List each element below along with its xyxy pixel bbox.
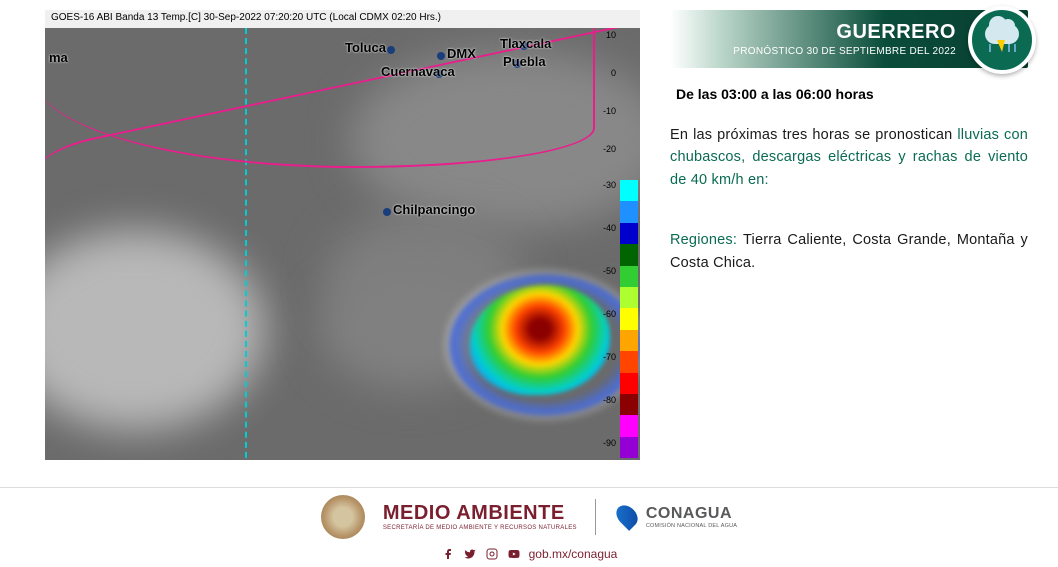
twitter-icon[interactable]: [463, 547, 477, 561]
city-label: Cuernavaca: [381, 64, 455, 79]
social-url[interactable]: gob.mx/conagua: [529, 547, 618, 561]
ma-title: MEDIO AMBIENTE: [383, 502, 577, 525]
city-label: Tlaxcala: [500, 36, 551, 51]
city-dot: [383, 208, 391, 216]
ma-subtitle: SECRETARÍA DE MEDIO AMBIENTE Y RECURSOS …: [383, 525, 577, 531]
city-label: Puebla: [503, 54, 546, 69]
colorbar-tick: -50: [603, 266, 616, 276]
colorbar-segment: [620, 415, 638, 436]
colorbar-segment: [620, 308, 638, 329]
city-label-edge: ma: [49, 50, 68, 65]
colorbar-segment: [620, 437, 638, 458]
facebook-icon[interactable]: [441, 547, 455, 561]
conagua-title: CONAGUA: [646, 505, 737, 523]
city-label: Toluca: [345, 40, 386, 55]
colorbar-tick: -20: [603, 144, 616, 154]
forecast-text: En las próximas tres horas se pronostica…: [670, 124, 1028, 191]
colorbar-segment: [620, 287, 638, 308]
conagua-subtitle: COMISIÓN NACIONAL DEL AGUA: [646, 523, 737, 529]
colorbar-segment: [620, 394, 638, 415]
colorbar-segment: [620, 330, 638, 351]
city-dot: [387, 46, 395, 54]
temperature-colorbar: 100-10-20-30-40-50-60-70-80-90: [620, 28, 638, 458]
instagram-icon[interactable]: [485, 547, 499, 561]
colorbar-tick: -80: [603, 395, 616, 405]
satellite-image: GOES-16 ABI Banda 13 Temp.[C] 30-Sep-202…: [45, 10, 640, 460]
colorbar-tick: -10: [603, 106, 616, 116]
colorbar-tick: -40: [603, 223, 616, 233]
state-title: GUERRERO: [733, 21, 956, 44]
colorbar-tick: -30: [603, 180, 616, 190]
conagua-logo: CONAGUA COMISIÓN NACIONAL DEL AGUA: [614, 504, 737, 530]
mexico-seal-icon: [321, 495, 365, 539]
colorbar-segment: [620, 180, 638, 201]
medio-ambiente-logo: MEDIO AMBIENTE SECRETARÍA DE MEDIO AMBIE…: [383, 502, 577, 531]
thunderstorm-icon: [968, 6, 1036, 74]
colorbar-tick: 0: [611, 68, 616, 78]
forecast-header: GUERRERO PRONÓSTICO 30 DE SEPTIEMBRE DEL…: [670, 10, 1028, 68]
time-range: De las 03:00 a las 06:00 horas: [670, 86, 1028, 102]
logo-divider: [595, 499, 596, 535]
regions-block: Regiones: Tierra Caliente, Costa Grande,…: [670, 229, 1028, 274]
colorbar-tick: -90: [603, 438, 616, 448]
satellite-panel: GOES-16 ABI Banda 13 Temp.[C] 30-Sep-202…: [0, 0, 650, 480]
colorbar-segment: [620, 201, 638, 222]
city-label: Chilpancingo: [393, 202, 475, 217]
conagua-drop-icon: [614, 504, 640, 530]
colorbar-segment: [620, 351, 638, 372]
footer: MEDIO AMBIENTE SECRETARÍA DE MEDIO AMBIE…: [0, 487, 1058, 567]
storm-cell: [450, 270, 640, 430]
youtube-icon[interactable]: [507, 547, 521, 561]
forecast-panel: GUERRERO PRONÓSTICO 30 DE SEPTIEMBRE DEL…: [650, 0, 1058, 480]
colorbar-segment: [620, 373, 638, 394]
colorbar-segment: [620, 244, 638, 265]
forecast-date: PRONÓSTICO 30 DE SEPTIEMBRE DEL 2022: [733, 46, 956, 57]
regions-label: Regiones:: [670, 232, 743, 248]
social-links: gob.mx/conagua: [441, 547, 618, 561]
forecast-intro: En las próximas tres horas se pronostica…: [670, 127, 957, 143]
colorbar-segment: [620, 266, 638, 287]
city-label: DMX: [447, 46, 476, 61]
colorbar-tick: -70: [603, 352, 616, 362]
city-dot: [437, 52, 445, 60]
satellite-header: GOES-16 ABI Banda 13 Temp.[C] 30-Sep-202…: [45, 10, 640, 28]
colorbar-tick: 10: [606, 30, 616, 40]
footer-logos: MEDIO AMBIENTE SECRETARÍA DE MEDIO AMBIE…: [321, 495, 737, 539]
colorbar-tick: -60: [603, 309, 616, 319]
main-content: GOES-16 ABI Banda 13 Temp.[C] 30-Sep-202…: [0, 0, 1058, 480]
colorbar-segment: [620, 223, 638, 244]
